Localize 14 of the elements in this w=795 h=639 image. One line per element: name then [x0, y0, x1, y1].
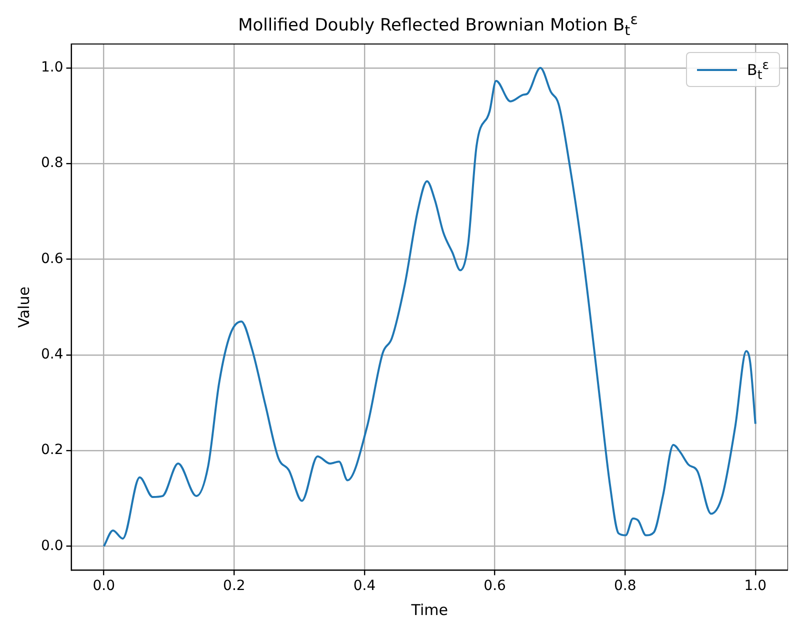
y-tick-label: 0.2: [41, 442, 64, 458]
x-axis-title: Time: [410, 600, 448, 619]
x-tick-label: 0.4: [353, 578, 376, 594]
y-tick-label: 0.6: [41, 250, 64, 267]
x-tick-label: 0.2: [223, 578, 246, 594]
y-tick-label: 0.8: [41, 155, 64, 172]
x-tick-label: 0.6: [484, 578, 506, 594]
x-tick-label: 1.0: [744, 578, 767, 594]
y-tick-label: 0.0: [41, 538, 64, 554]
y-axis-title: Value: [14, 286, 33, 328]
y-tick-label: 1.0: [41, 60, 64, 76]
x-tick-label: 0.8: [614, 578, 636, 594]
y-tick-label: 0.4: [41, 346, 64, 363]
x-tick-label: 0.0: [92, 578, 115, 594]
